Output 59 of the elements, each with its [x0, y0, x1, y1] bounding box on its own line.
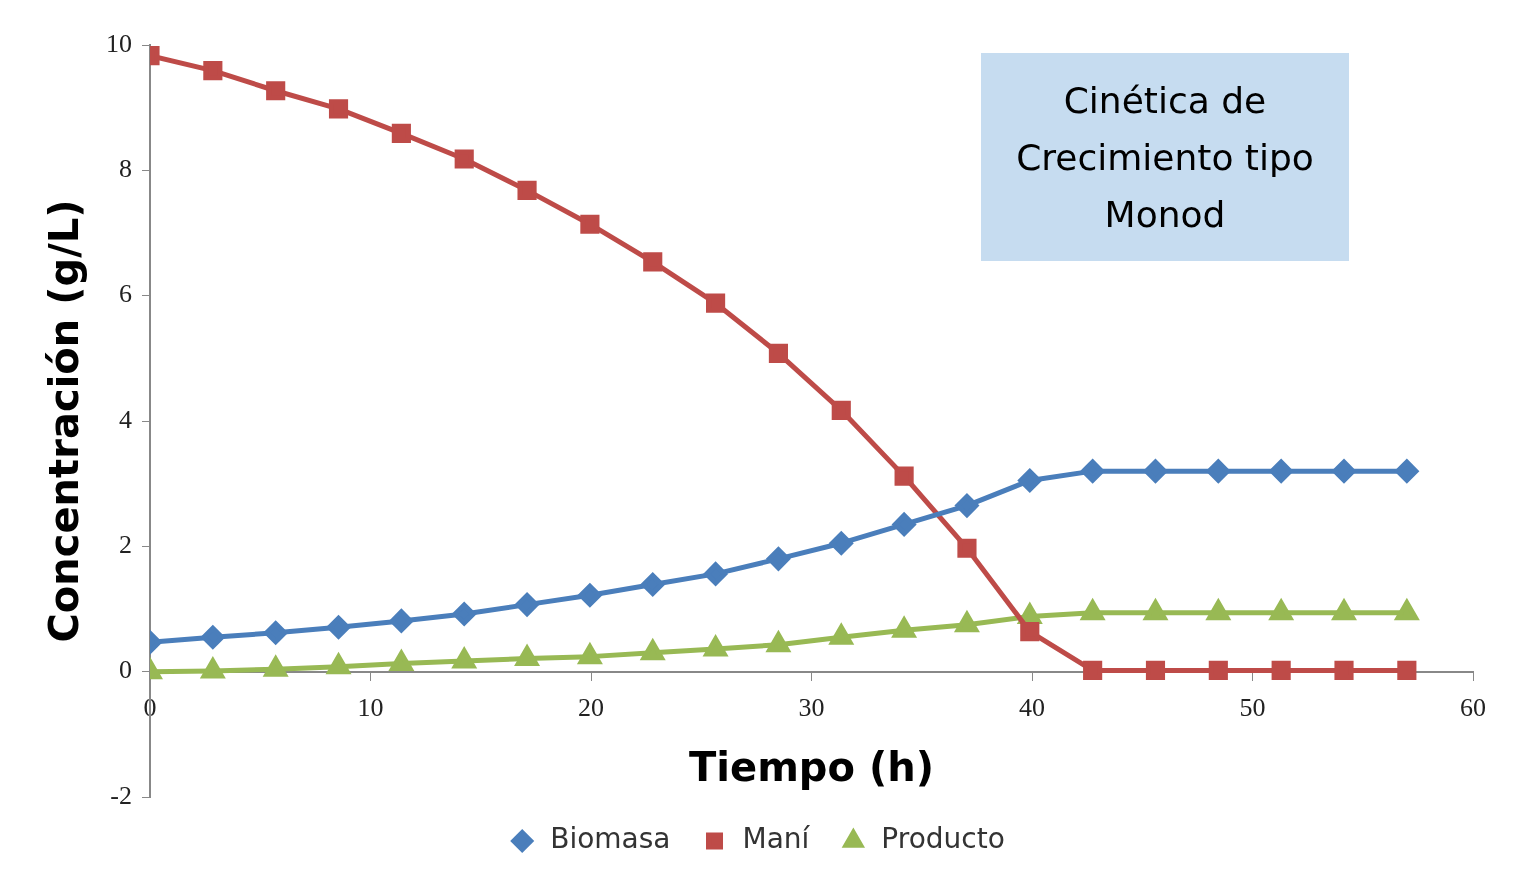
- legend-label: Biomasa: [550, 822, 671, 856]
- x-tick-label: 50: [1239, 693, 1266, 723]
- point: [578, 583, 602, 607]
- point: [955, 494, 979, 518]
- x-tick-label: 60: [1460, 693, 1486, 723]
- point: [1145, 660, 1166, 680]
- point: [201, 625, 225, 649]
- point: [1334, 660, 1354, 680]
- y-tick-label: 2: [119, 530, 132, 560]
- point: [1332, 459, 1356, 483]
- legend-label: Maní: [742, 822, 811, 856]
- point: [452, 602, 476, 626]
- point: [768, 343, 788, 363]
- x-axis-title: Tiempo (h): [689, 744, 934, 791]
- point: [1018, 469, 1042, 493]
- x-tick-label: 30: [798, 693, 825, 723]
- point: [327, 615, 351, 639]
- annotation: Cinética de Crecimiento tipo Monod: [981, 53, 1349, 261]
- point: [1083, 660, 1103, 680]
- x-tick-label: 20: [578, 693, 604, 723]
- point: [706, 293, 726, 313]
- y-tick-label: 10: [106, 28, 132, 58]
- point: [266, 81, 286, 101]
- point: [1206, 459, 1230, 483]
- point: [1395, 459, 1419, 483]
- x-tick-label: 10: [357, 693, 384, 723]
- x-tick-label: 40: [1019, 693, 1045, 723]
- point: [894, 466, 914, 486]
- point: [389, 609, 413, 633]
- point: [391, 123, 411, 143]
- point: [704, 562, 728, 586]
- point: [1020, 621, 1040, 642]
- point: [1143, 459, 1167, 483]
- y-tick-label: -2: [110, 780, 132, 810]
- point: [454, 149, 474, 169]
- y-tick-label: 0: [119, 655, 132, 685]
- point: [829, 531, 853, 555]
- point: [1208, 660, 1228, 680]
- point: [1081, 459, 1105, 483]
- point: [831, 400, 851, 420]
- y-tick-label: 4: [119, 404, 132, 434]
- point: [203, 61, 223, 81]
- point: [766, 547, 790, 571]
- point: [264, 621, 288, 645]
- point: [1269, 459, 1293, 483]
- y-tick-label: 8: [119, 154, 132, 184]
- legend-label: Producto: [881, 822, 1005, 856]
- point: [328, 99, 349, 119]
- point: [641, 573, 665, 597]
- point: [1271, 660, 1291, 680]
- y-tick-label: 6: [119, 279, 132, 309]
- point: [515, 593, 539, 617]
- y-axis-title: Concentración (g/L): [41, 199, 88, 643]
- point: [643, 252, 663, 272]
- point: [957, 538, 977, 558]
- point: [580, 214, 600, 234]
- point: [892, 512, 916, 536]
- point: [517, 180, 537, 200]
- point: [1397, 660, 1417, 680]
